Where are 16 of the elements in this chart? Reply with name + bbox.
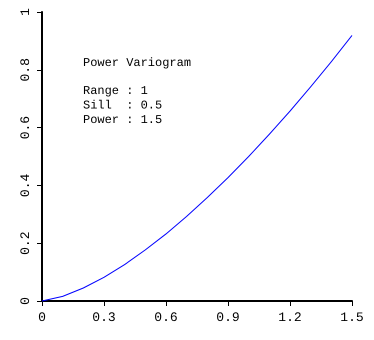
- x-tick-label: 0.9: [216, 310, 240, 325]
- x-tick-label: 0: [38, 310, 46, 325]
- text: Power Variogram: [83, 56, 192, 70]
- x-tick-label: 1.2: [278, 310, 302, 325]
- x-tick-label: 1.5: [340, 310, 364, 325]
- y-tick-label: 1: [18, 8, 33, 16]
- annotation: Range : 1: [83, 84, 148, 98]
- annotation: Sill : 0.5: [83, 98, 162, 112]
- y-tick-label: 0.6: [18, 116, 33, 140]
- y-tick-label: 0.8: [18, 58, 33, 82]
- y-tick-label: 0: [18, 297, 33, 305]
- y-tick-label: 0.2: [18, 231, 33, 255]
- annotation: Power : 1.5: [83, 113, 162, 127]
- y-tick-label: 0.4: [18, 174, 33, 198]
- x-tick-label: 0.6: [154, 310, 178, 325]
- x-tick-label: 0.3: [92, 310, 116, 325]
